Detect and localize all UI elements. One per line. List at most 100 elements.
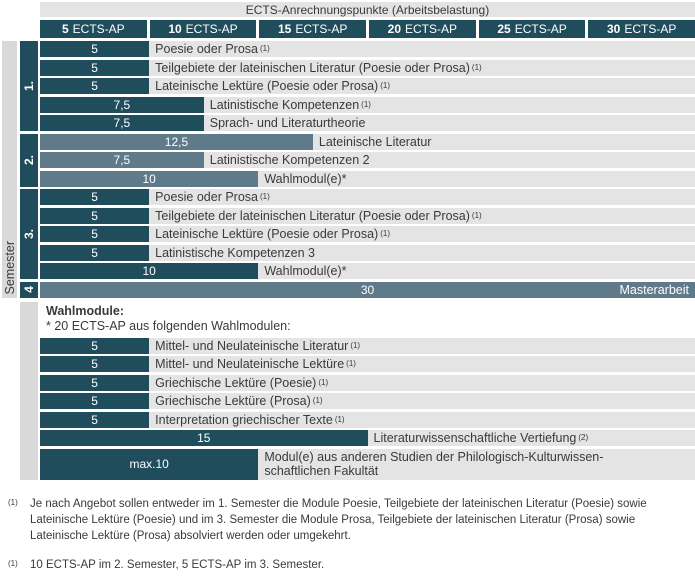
module-value: max.10	[129, 457, 169, 471]
module-label-text: Sprach- und Literaturtheorie	[209, 116, 366, 130]
module-value: 5	[91, 227, 98, 241]
module-bar: 5	[40, 411, 150, 428]
semester-group-label-2: 2.	[20, 133, 38, 187]
module-bar: 7,5	[40, 96, 204, 113]
module-bar: max.10	[40, 448, 259, 480]
module-value: 5	[91, 338, 98, 353]
module-value: 5	[91, 79, 98, 93]
module-label-text: Latinistische Kompetenzen	[209, 97, 360, 112]
module-row: 5 Teilgebiete der lateinischen Literatur…	[40, 207, 695, 224]
module-bar: 7,5	[40, 115, 204, 131]
wahlmodule-side-strip	[20, 301, 38, 480]
module-value: 5	[91, 245, 98, 260]
module-bar: 5	[40, 59, 150, 76]
tick-value: 30	[607, 22, 621, 36]
module-label: Interpretation griechischer Texte (1)	[155, 412, 345, 427]
module-row: 5 Lateinische Lektüre (Poesie oder Prosa…	[40, 78, 695, 94]
module-label-text: Lateinische Lektüre (Poesie oder Prosa)	[155, 227, 379, 241]
group-label-text: 2.	[22, 154, 36, 165]
module-label: Lateinische Lektüre (Poesie oder Prosa)(…	[155, 227, 390, 241]
module-value: 5	[91, 375, 98, 390]
module-label: Poesie oder Prosa (1)	[155, 42, 270, 56]
module-label: Lateinische Lektüre (Poesie oder Prosa)(…	[155, 79, 390, 93]
group-label-text: 1.	[22, 80, 36, 91]
tick-unit: ECTS-AP	[295, 22, 348, 36]
wahlmodule-content: Wahlmodule: * 20 ECTS-AP aus folgenden W…	[40, 302, 695, 480]
module-label: Mittel- und Neulateinische Literatur (1)	[155, 338, 361, 353]
axis-tick-5: 5 ECTS-AP	[40, 20, 147, 38]
module-bar: 15	[40, 430, 368, 446]
module-bar: 5	[40, 337, 150, 354]
module-value: 5	[91, 357, 98, 371]
module-value: 5	[91, 412, 98, 427]
module-label-text: Mittel- und Neulateinische Literatur	[155, 338, 349, 353]
group-label-text: 3.	[22, 228, 36, 239]
module-row: 5 Griechische Lektüre (Prosa) (1)	[40, 393, 695, 409]
module-label-line-2: schaftlichen Fakultät	[264, 464, 379, 478]
module-bar: 5	[40, 78, 150, 94]
module-label: Teilgebiete der lateinischen Literatur (…	[155, 208, 482, 223]
module-value: 5	[91, 42, 98, 56]
tick-unit: ECTS-AP	[185, 22, 238, 36]
module-row: 10 Wahlmodul(e)*	[40, 263, 695, 279]
module-label-text: Latinistische Kompetenzen 2	[209, 153, 370, 167]
module-label-text: Lateinische Lektüre (Poesie oder Prosa)	[155, 79, 379, 93]
module-label-text: Wahlmodul(e)*	[264, 171, 347, 186]
module-bar: 5	[40, 189, 150, 205]
module-label: Griechische Lektüre (Prosa) (1)	[155, 394, 323, 408]
module-value: 30	[360, 282, 375, 297]
module-row: 5 Latinistische Kompetenzen 3	[40, 244, 695, 261]
group-rows: 12,5 Lateinische Literatur 7,5 Latinisti…	[40, 133, 695, 187]
module-row: 7,5 Sprach- und Literaturtheorie	[40, 115, 695, 131]
module-label: Griechische Lektüre (Poesie) (1)	[155, 375, 329, 390]
group-label-text: 4	[22, 286, 36, 293]
module-bar: 5	[40, 356, 150, 372]
semester-group-label-3: 3.	[20, 189, 38, 279]
footnote-text: Je nach Angebot sollen entweder im 1. Se…	[30, 497, 647, 543]
module-label-text: Mittel- und Neulateinische Lektüre	[155, 357, 345, 371]
module-bar: 10	[40, 263, 259, 279]
axis-tick-20: 20 ECTS-AP	[369, 20, 476, 38]
module-value: 15	[197, 431, 211, 445]
wahlmodule-subheading: * 20 ECTS-AP aus folgenden Wahlmodulen:	[46, 318, 291, 333]
module-row: 7,5 Latinistische Kompetenzen 2	[40, 152, 695, 168]
footnote-marker: (1)	[8, 497, 18, 507]
masterarbeit-row: 30 Masterarbeit	[40, 281, 695, 298]
semester-group-2: 2. 12,5 Lateinische Literatur 7,5 Latini…	[20, 133, 695, 187]
module-bar: 10	[40, 170, 259, 187]
module-bar: 12,5	[40, 133, 313, 150]
module-row: 5 Mittel- und Neulateinische Literatur (1…	[40, 337, 695, 354]
module-label: Poesie oder Prosa (1)	[155, 190, 270, 204]
tick-value: 15	[277, 22, 292, 36]
module-row: 15 Literaturwissenschaftliche Vertiefung…	[40, 430, 695, 446]
group-rows: 5 Poesie oder Prosa (1) 5 Teilgebiete der…	[40, 189, 695, 279]
module-row: 5 Poesie oder Prosa (1)	[40, 41, 695, 57]
module-label: Latinistische Kompetenzen (1)	[209, 97, 371, 112]
footnote-2: (1) 10 ECTS-AP im 2. Semester, 5 ECTS-AP…	[0, 557, 695, 573]
module-label: Sprach- und Literaturtheorie	[204, 115, 695, 131]
semester-group-1: 1. 5 Poesie oder Prosa (1) 5 Teilgebiete …	[20, 41, 695, 131]
module-label: Modul(e) aus anderen Studien der Philolo…	[258, 449, 695, 480]
module-label-text: Lateinische Literatur	[318, 134, 432, 149]
module-row: 5 Teilgebiete der lateinischen Literatur…	[40, 59, 695, 76]
module-bar: 5	[40, 393, 150, 409]
module-row: 5 Griechische Lektüre (Poesie) (1)	[40, 374, 695, 391]
module-label-text: Teilgebiete der lateinischen Literatur (…	[155, 208, 470, 223]
module-bar: 5	[40, 207, 150, 224]
tick-unit: ECTS-AP	[405, 22, 458, 36]
tick-unit: ECTS-AP	[624, 22, 677, 36]
ects-axis-header: 5 ECTS-AP 10 ECTS-AP 15 ECTS-AP 20 ECTS-AP 2…	[40, 20, 695, 38]
semester-groups: 1. 5 Poesie oder Prosa (1) 5 Teilgebiete …	[20, 41, 695, 298]
module-label: Wahlmodul(e)*	[258, 171, 695, 187]
axis-tick-30: 30 ECTS-AP	[588, 20, 695, 38]
module-label-text: Teilgebiete der lateinischen Literatur (…	[155, 60, 470, 75]
tick-value: 5	[61, 22, 69, 36]
axis-tick-25: 25 ECTS-AP	[478, 20, 586, 38]
module-value: 10	[142, 264, 156, 278]
module-row: 5 Poesie oder Prosa (1)	[40, 189, 695, 205]
module-label: Mittel- und Neulateinische Lektüre (1)	[155, 357, 356, 371]
module-label-text: Poesie oder Prosa	[155, 42, 258, 56]
tick-value: 20	[387, 22, 402, 36]
module-label: Latinistische Kompetenzen 2	[204, 152, 695, 168]
